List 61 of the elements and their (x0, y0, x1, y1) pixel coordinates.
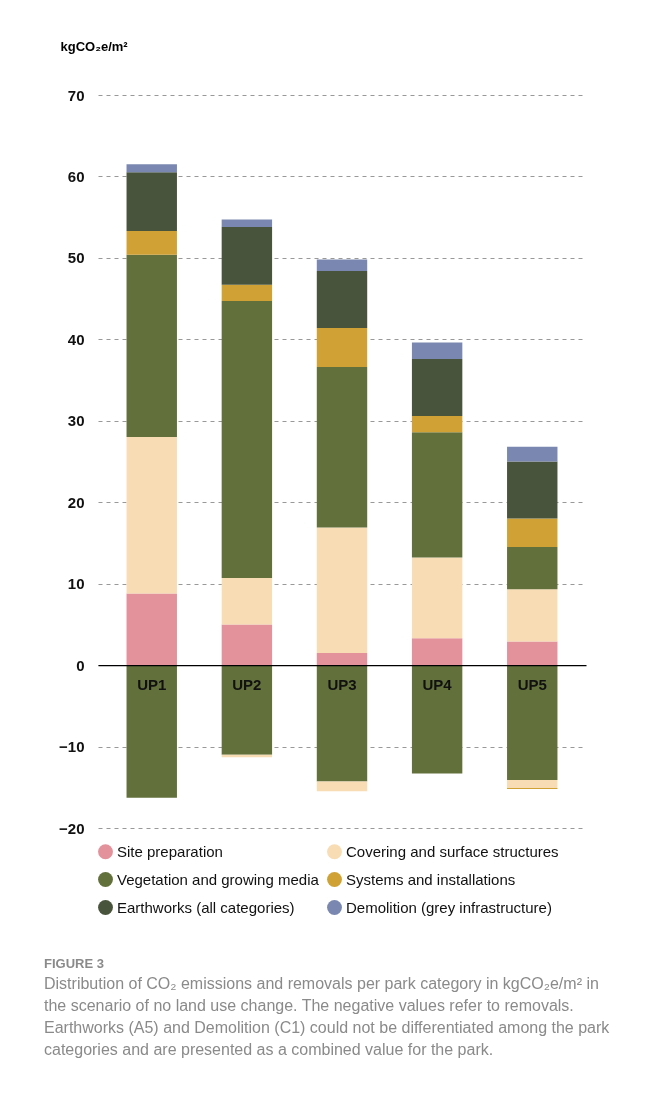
x-tick-label: UP1 (137, 675, 167, 693)
bar (411, 358, 463, 416)
bar (316, 327, 368, 368)
x-tick-label: UP5 (517, 675, 547, 693)
x-tick-label: UP4 (422, 675, 453, 693)
x-tick-label: UP3 (327, 675, 357, 693)
bar (126, 231, 177, 255)
legend-label: Covering and surface structures (346, 842, 559, 860)
bar (411, 557, 463, 639)
y-tick-label: 70 (67, 86, 85, 104)
bar (126, 172, 177, 232)
caption: FIGURE 3 (44, 956, 105, 971)
y-tick-label: 10 (67, 575, 85, 593)
y-tick-label: 30 (67, 412, 85, 430)
bar (221, 624, 273, 666)
text: Distribution of CO₂ emissions and removals per park category in kgCO₂e/m² in the scenario of no land use change. The negative values refer to removals. Earthworks (A5) and Demolition (C1) could not be differentiated among the park categories and are presented as a combined value for the park. (44, 974, 611, 1060)
y-tick-label: 20 (67, 493, 85, 511)
y-tick-label: −10 (59, 738, 85, 756)
bar (221, 301, 273, 578)
bar (126, 164, 177, 173)
bar (316, 367, 368, 528)
bar (316, 665, 368, 782)
bar (126, 437, 177, 594)
bar (507, 461, 558, 519)
bar (126, 665, 177, 798)
bar (221, 226, 273, 285)
bar (507, 589, 558, 642)
legend-label: Earthworks (all categories) (117, 898, 295, 916)
bar (507, 547, 558, 590)
bar (411, 415, 463, 433)
legend-label: Site preparation (117, 842, 223, 860)
y-tick-label: −20 (59, 819, 85, 837)
bar (316, 527, 368, 653)
bar (316, 259, 368, 271)
y-tick-label: 50 (67, 249, 85, 267)
bar (316, 781, 368, 792)
y-axis-title: kgCO₂e/m² (60, 38, 129, 54)
legend-label: Demolition (grey infrastructure) (346, 898, 552, 916)
bar (316, 652, 368, 666)
bar (411, 342, 463, 359)
bar (126, 254, 177, 438)
y-tick-label: 60 (67, 167, 85, 185)
bar (411, 638, 463, 666)
legend-label: Systems and installations (346, 870, 516, 888)
bar (507, 518, 558, 548)
bar (221, 219, 273, 227)
bar (411, 665, 463, 774)
y-tick-label: 0 (76, 656, 85, 674)
bar (221, 284, 273, 302)
bar (507, 779, 558, 789)
bar (507, 641, 558, 666)
y-tick-label: 40 (67, 330, 85, 348)
legend-label: Vegetation and growing media (117, 870, 320, 888)
bar (221, 577, 273, 625)
bar (126, 593, 177, 666)
bar (411, 432, 463, 558)
bar (507, 665, 558, 780)
bar (221, 665, 273, 755)
bar (316, 270, 368, 328)
x-tick-label: UP2 (232, 675, 262, 693)
bar (507, 446, 558, 462)
